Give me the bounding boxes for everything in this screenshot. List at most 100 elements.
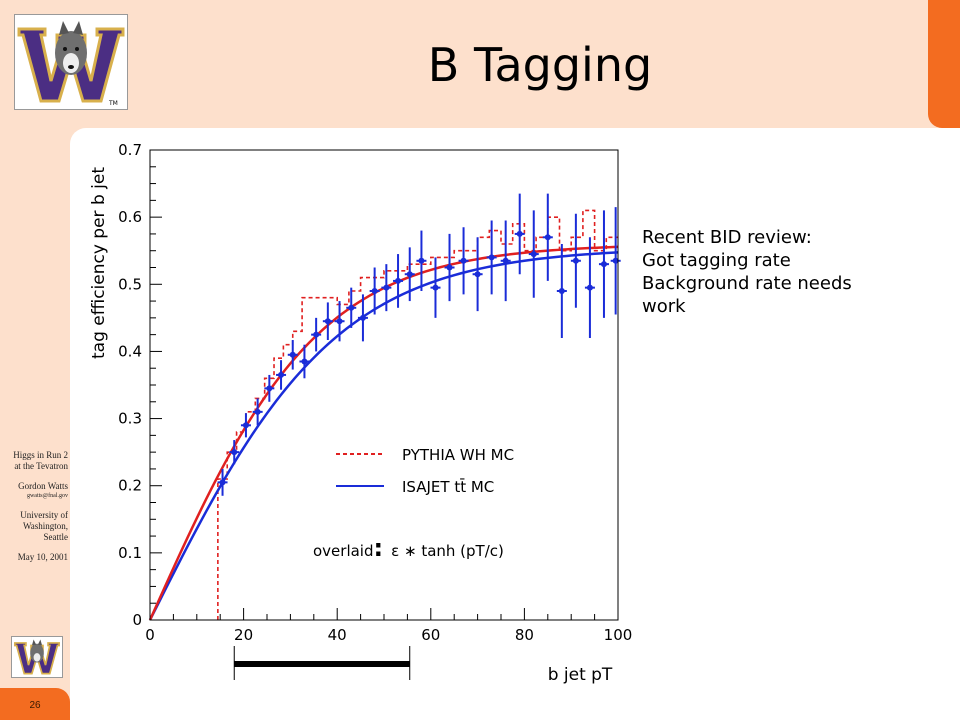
isajet-marker [474,271,481,278]
isajet-marker [242,422,249,429]
sidebar-institution: University of [20,510,68,520]
accent-bar-bottom-left [0,688,70,720]
isajet-marker [516,230,523,237]
isajet-point [528,210,539,298]
y-tick-label: 0.3 [118,410,142,428]
isajet-point [322,302,333,341]
isajet-marker [432,284,439,291]
y-tick-label: 0.2 [118,477,142,495]
trademark-mark: TM [108,100,118,107]
isajet-marker [371,288,378,294]
isajet-point [556,244,567,338]
isajet-point [264,374,275,402]
note-line: work [642,296,686,317]
isajet-point [598,210,609,318]
isajet-marker [336,318,343,325]
isajet-point [514,193,525,275]
isajet-marker [359,314,366,321]
y-tick-label: 0.1 [118,544,142,562]
overlay-formula: ε ∗ tanh (pT/c) [391,542,504,560]
x-tick-label: 40 [328,626,347,644]
overlay-word: overlaid [313,542,374,560]
isajet-marker [488,254,495,261]
uw-husky-w-logo-icon: TM [14,14,128,110]
isajet-marker [446,264,453,271]
y-tick-label: 0.7 [118,141,142,159]
isajet-point [276,360,287,390]
isajet-marker [348,304,355,311]
overlay-colon: : [374,534,384,562]
isajet-point [240,413,251,438]
isajet-point [430,257,441,318]
isajet-marker [289,351,296,358]
isajet-point [542,193,553,281]
sidebar-institution: Seattle [43,532,69,542]
isajet-point [458,227,469,295]
isajet-point [570,213,581,308]
isajet-point [346,287,357,328]
isajet-point [444,233,455,302]
legend-label-pythia: PYTHIA WH MC [402,446,514,464]
isajet-point [584,237,595,338]
isajet-point [299,344,310,379]
isajet-point [357,294,368,342]
isajet-point [311,317,322,352]
legend: PYTHIA WH MC ISAJET tt̄ MC [336,446,514,496]
isajet-marker [231,449,238,456]
isajet-point [486,220,497,295]
isajet-marker [558,288,565,294]
note-line: Got tagging rate [642,250,791,271]
isajet-marker [324,318,331,325]
page-title: B Tagging [427,38,653,92]
isajet-point [381,264,392,312]
isajet-point [369,267,380,315]
isajet-point [404,247,415,302]
legend-label-isajet: ISAJET tt̄ MC [402,477,494,496]
isajet-point [217,468,228,496]
isajet-marker [406,271,413,278]
page-number: 26 [29,700,41,711]
y-axis-label: tag efficiency per b jet [89,167,109,359]
isajet-point [610,207,621,315]
y-tick-label: 0 [132,611,142,629]
y-tick-label: 0.4 [118,342,142,360]
sidebar-line: Higgs in Run 2 [13,450,68,460]
y-tick-label: 0.5 [118,275,142,293]
efficiency-chart: 0 20 40 60 80 100 0 0.1 0.2 0.3 0.4 0.5 0.6 0.7 tag e… [89,141,633,685]
isajet-marker [530,251,537,258]
note-line: Background rate needs [642,273,852,294]
isajet-marker [301,358,308,365]
overlay-annotation: overlaid: ε ∗ tanh (pT/c) [313,534,504,562]
isajet-marker [502,257,509,264]
isajet-marker [586,284,593,291]
isajet-marker [219,479,226,486]
isajet-marker [254,408,261,415]
isajet-marker [460,257,467,264]
isajet-point [416,230,427,291]
isajet-point [287,340,298,370]
sidebar-email: gwatts@fnal.gov [26,493,68,499]
content-panel [70,128,960,720]
isajet-marker [612,257,619,264]
y-tick-label: 0.6 [118,208,142,226]
x-tick-label: 80 [515,626,534,644]
isajet-point [472,237,483,312]
note-line: Recent BID review: [642,227,812,248]
isajet-marker [600,261,607,268]
isajet-marker [418,257,425,264]
isajet-point [393,254,404,308]
isajet-point [500,220,511,302]
x-tick-label: 100 [604,626,633,644]
sidebar-author: Gordon Watts [18,481,68,491]
uw-husky-w-logo-icon [11,636,63,678]
isajet-point [334,301,345,342]
review-notes: Recent BID review: Got tagging rate Back… [642,226,942,318]
sidebar-info: Higgs in Run 2 at the Tevatron Gordon Wa… [0,450,68,563]
isajet-marker [395,277,402,284]
sidebar-line: at the Tevatron [14,461,68,471]
x-tick-label: 20 [234,626,253,644]
isajet-marker [278,371,285,378]
isajet-marker [544,234,551,241]
pt-range-bar [233,646,411,680]
x-tick-label: 0 [145,626,155,644]
